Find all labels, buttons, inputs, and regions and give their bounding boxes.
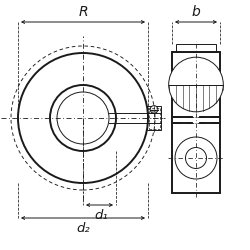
Text: R: R: [78, 5, 88, 19]
Bar: [172, 52, 220, 193]
Text: d₂: d₂: [76, 222, 90, 235]
Bar: [147, 106, 161, 130]
Bar: [176, 44, 216, 52]
Text: d₁: d₁: [94, 209, 108, 222]
Bar: [148, 108, 160, 128]
Text: b: b: [192, 5, 200, 19]
Circle shape: [150, 106, 158, 113]
Circle shape: [169, 57, 223, 112]
